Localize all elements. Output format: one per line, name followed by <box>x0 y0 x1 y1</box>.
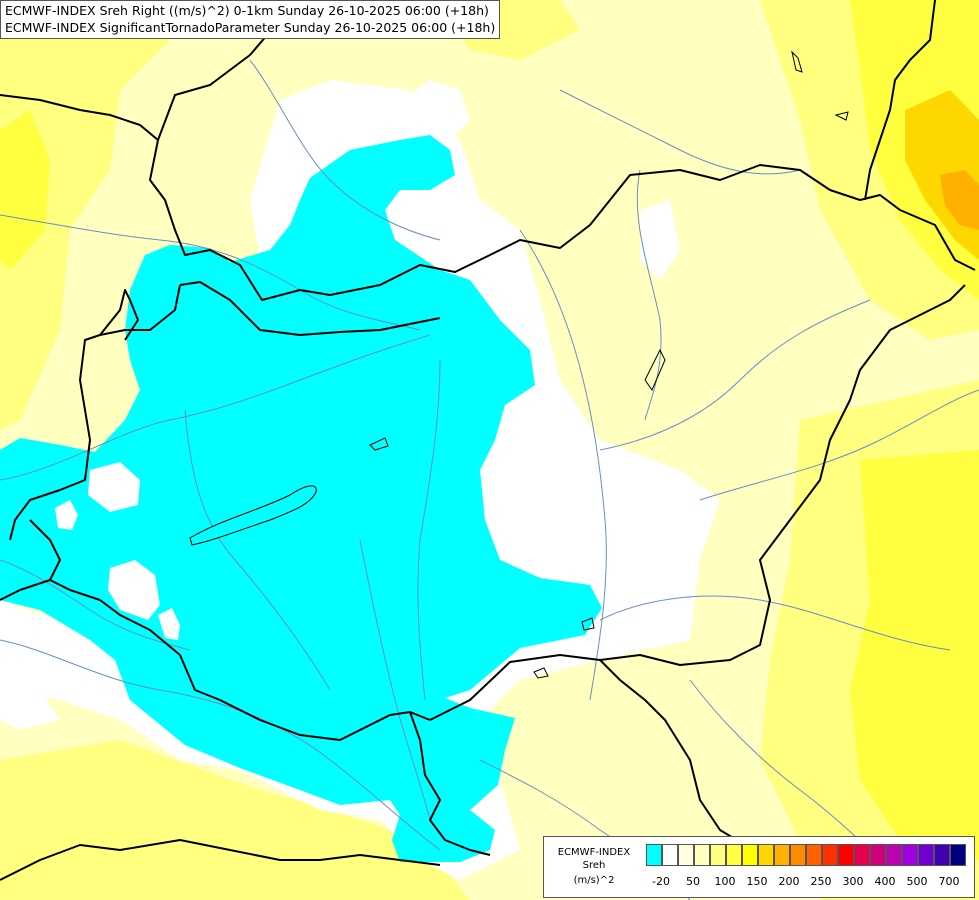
map-title-line2: ECMWF-INDEX SignificantTornadoParameter … <box>5 20 496 35</box>
legend-swatch <box>950 844 966 866</box>
legend-tick-label: 700 <box>938 875 960 888</box>
border-west-coast <box>0 519 61 601</box>
legend-tick-label: 500 <box>906 875 928 888</box>
border-west <box>9 284 181 541</box>
river-5 <box>417 359 441 701</box>
legend-label-model: ECMWF-INDEX <box>557 847 631 858</box>
legend-swatch <box>902 844 918 866</box>
legend-swatch <box>710 844 726 866</box>
legend-tick-label: 400 <box>874 875 896 888</box>
field-hole-northwest <box>55 500 78 530</box>
color-legend: ECMWF-INDEX Sreh (m/s)^2 -20 50 100 150 200 2… <box>543 836 975 898</box>
legend-swatch <box>886 844 902 866</box>
lake-small-1 <box>369 437 389 451</box>
field-white-southwest <box>0 680 60 730</box>
field-hole-small <box>158 608 180 640</box>
country-borders <box>0 0 976 881</box>
lake-small-3 <box>533 667 549 679</box>
field-zone-east-max <box>940 170 979 230</box>
river-10 <box>599 595 951 651</box>
border-south <box>409 711 491 856</box>
legend-tick-label: 300 <box>842 875 864 888</box>
legend-swatch <box>822 844 838 866</box>
legend-swatch <box>806 844 822 866</box>
legend-swatch <box>694 844 710 866</box>
lake-river-island <box>644 348 666 392</box>
legend-label-parameter: Sreh <box>582 860 606 871</box>
field-zone-west-inner <box>0 110 50 270</box>
river-7 <box>599 299 871 451</box>
river-1 <box>0 214 421 331</box>
river-6 <box>519 229 607 701</box>
field-hole-west <box>88 462 140 512</box>
map-title-box: ECMWF-INDEX Sreh Right ((m/s)^2) 0-1km S… <box>0 0 501 39</box>
map-title-line1: ECMWF-INDEX Sreh Right ((m/s)^2) 0-1km S… <box>5 3 489 18</box>
river-14 <box>636 169 662 421</box>
border-northwest <box>99 289 139 341</box>
legend-swatches <box>646 844 966 866</box>
border-south-east <box>429 284 966 721</box>
legend-tick-label: -20 <box>652 875 670 888</box>
border-north <box>0 94 976 301</box>
river-4 <box>359 539 431 821</box>
legend-swatch <box>646 844 662 866</box>
lake-balaton <box>189 485 317 546</box>
border-southwest <box>49 579 431 741</box>
legend-swatch <box>934 844 950 866</box>
field-zone-southeast-inner <box>850 450 979 860</box>
river-2 <box>0 334 431 481</box>
field-zone-west <box>0 0 170 430</box>
legend-label-unit: (m/s)^2 <box>573 875 615 886</box>
river-8 <box>699 389 979 501</box>
river-13 <box>559 89 801 175</box>
legend-swatch <box>870 844 886 866</box>
lake-small-2 <box>581 617 595 631</box>
border-southeast <box>599 659 746 846</box>
border-southwest-lower <box>0 839 441 881</box>
legend-tick-label: 250 <box>810 875 832 888</box>
legend-swatch <box>918 844 934 866</box>
legend-tick-label: 150 <box>746 875 768 888</box>
field-zone-south <box>0 740 470 900</box>
legend-swatch <box>758 844 774 866</box>
border-east-upper <box>864 0 936 201</box>
lake-northeast <box>834 111 849 121</box>
field-white-east <box>640 200 680 280</box>
legend-swatch <box>838 844 854 866</box>
field-hole-southwest <box>108 560 160 620</box>
field-white-north <box>410 80 470 140</box>
legend-tick-label: 50 <box>686 875 700 888</box>
legend-swatch <box>790 844 806 866</box>
legend-tick-label: 200 <box>778 875 800 888</box>
border-hungary-west <box>179 281 441 336</box>
legend-swatch <box>774 844 790 866</box>
legend-swatch <box>854 844 870 866</box>
legend-tick-label: 100 <box>714 875 736 888</box>
lake-east <box>791 50 803 73</box>
legend-swatch <box>742 844 758 866</box>
legend-swatch <box>678 844 694 866</box>
legend-swatch <box>662 844 678 866</box>
river-12 <box>249 59 441 241</box>
river-15 <box>0 559 191 651</box>
river-3 <box>184 409 331 691</box>
legend-swatch <box>726 844 742 866</box>
